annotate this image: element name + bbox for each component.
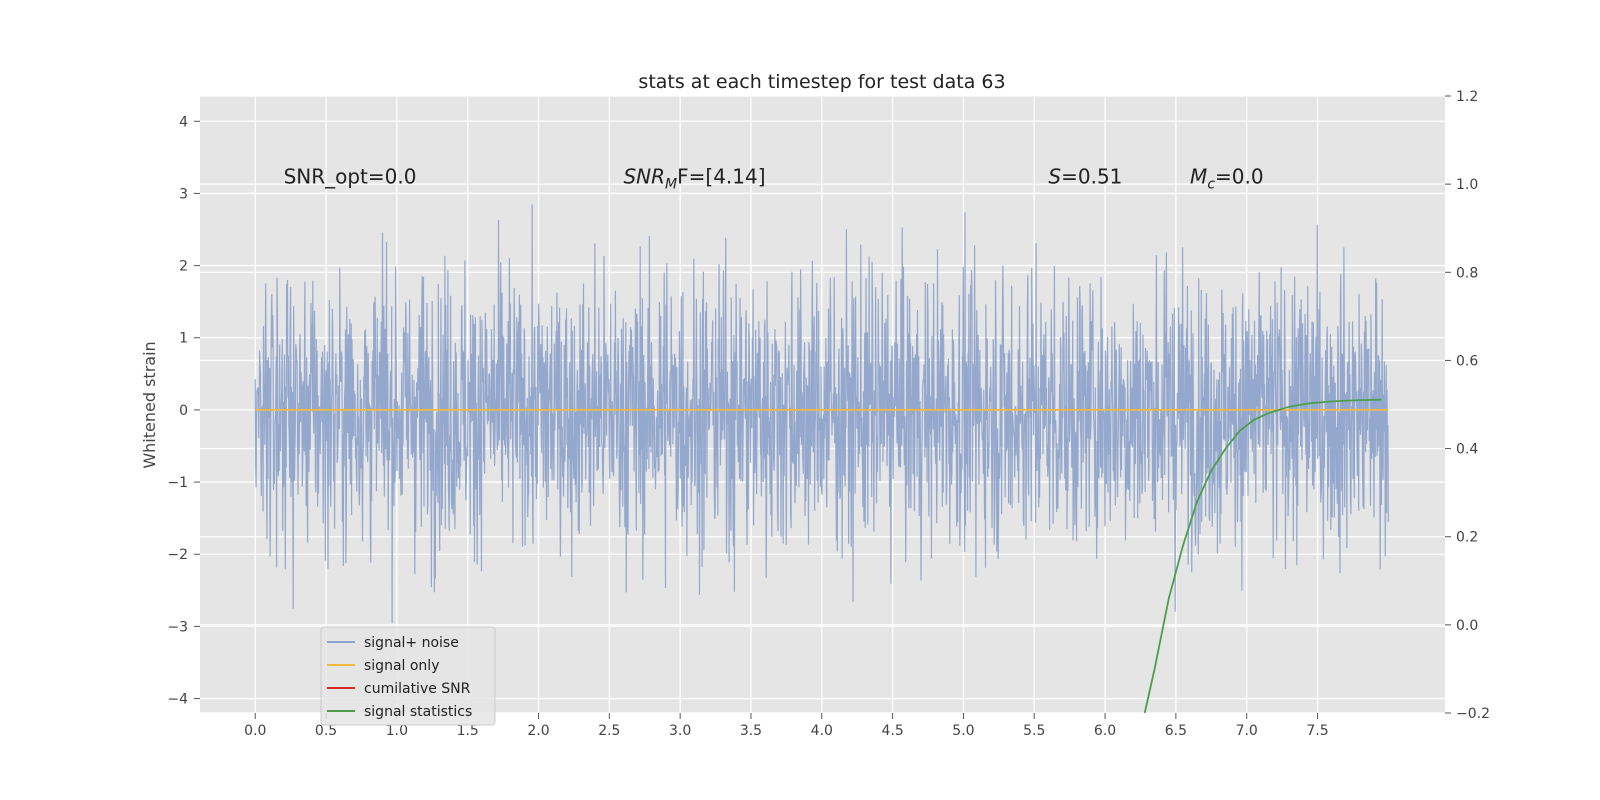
x-tick-label: 5.0 (952, 723, 974, 739)
legend-label: signal statistics (364, 704, 472, 720)
y2-tick-label: 1.0 (1456, 177, 1478, 193)
y2-tick-label: 0.4 (1456, 442, 1478, 458)
line-series (255, 398, 1389, 714)
annotations: SNR_opt=0.0 SNRMF=[4.14] S=0.51 Mc=0.0 (284, 164, 1264, 192)
annotation-1: SNRMF=[4.14] (623, 164, 765, 192)
x-tick-label: 1.0 (386, 723, 408, 739)
x-tick-label: 5.5 (1023, 723, 1045, 739)
x-tick-label: 4.0 (811, 723, 833, 739)
y-tick-label: 2 (179, 259, 188, 275)
y-tick-label: 1 (179, 331, 188, 347)
y-tick-label: 3 (179, 186, 188, 202)
noise-series (254, 204, 1389, 624)
y2-tick-label: −0.2 (1456, 706, 1490, 722)
x-tick-label: 3.5 (740, 723, 762, 739)
x-tick-label: 0.5 (315, 723, 337, 739)
y-tick-label: 4 (179, 114, 188, 130)
x-tick-label: 7.0 (1236, 723, 1258, 739)
legend-label: signal only (364, 658, 439, 674)
x-tick-label: 7.5 (1306, 723, 1328, 739)
x-tick-label: 4.5 (881, 723, 903, 739)
y2-tick-label: 1.2 (1456, 89, 1478, 105)
legend: signal+ noise signal only cumilative SNR si… (320, 626, 496, 726)
y-tick-label: 0 (179, 403, 188, 419)
legend-label: cumilative SNR (364, 681, 471, 697)
y-tick-label: −2 (167, 547, 188, 563)
y-axis-label: Whitened strain (140, 341, 159, 468)
y2-tick-label: 0.8 (1456, 265, 1478, 281)
series-line-signal-noise (254, 204, 1389, 624)
y2-tick-label: 0.6 (1456, 353, 1478, 369)
annotation-2: S=0.51 (1048, 164, 1122, 188)
series-line-signal-statistics (1143, 398, 1382, 714)
y-tick-label: −1 (167, 475, 188, 491)
axes: 0.0 0.5 1.0 1.5 2.0 2.5 3.0 3.5 4.0 4.5 5.0 5.5 6.0 6… (167, 89, 1490, 739)
y2-tick-label: 0.0 (1456, 618, 1478, 634)
y-tick-label: −4 (167, 692, 188, 708)
x-tick-label: 0.0 (244, 723, 266, 739)
legend-label: signal+ noise (364, 635, 459, 651)
annotation-3: Mc=0.0 (1190, 164, 1264, 192)
y2-tick-label: 0.2 (1456, 530, 1478, 546)
x-tick-label: 6.5 (1165, 723, 1187, 739)
x-tick-label: 1.5 (457, 723, 479, 739)
x-tick-label: 2.0 (527, 723, 549, 739)
x-tick-label: 6.0 (1094, 723, 1116, 739)
x-tick-label: 3.0 (669, 723, 691, 739)
legend-box (320, 626, 496, 726)
chart-title: stats at each timestep for test data 63 (638, 71, 1005, 93)
x-tick-label: 2.5 (598, 723, 620, 739)
y-tick-label: −3 (167, 619, 188, 635)
annotation-0: SNR_opt=0.0 (284, 164, 417, 188)
